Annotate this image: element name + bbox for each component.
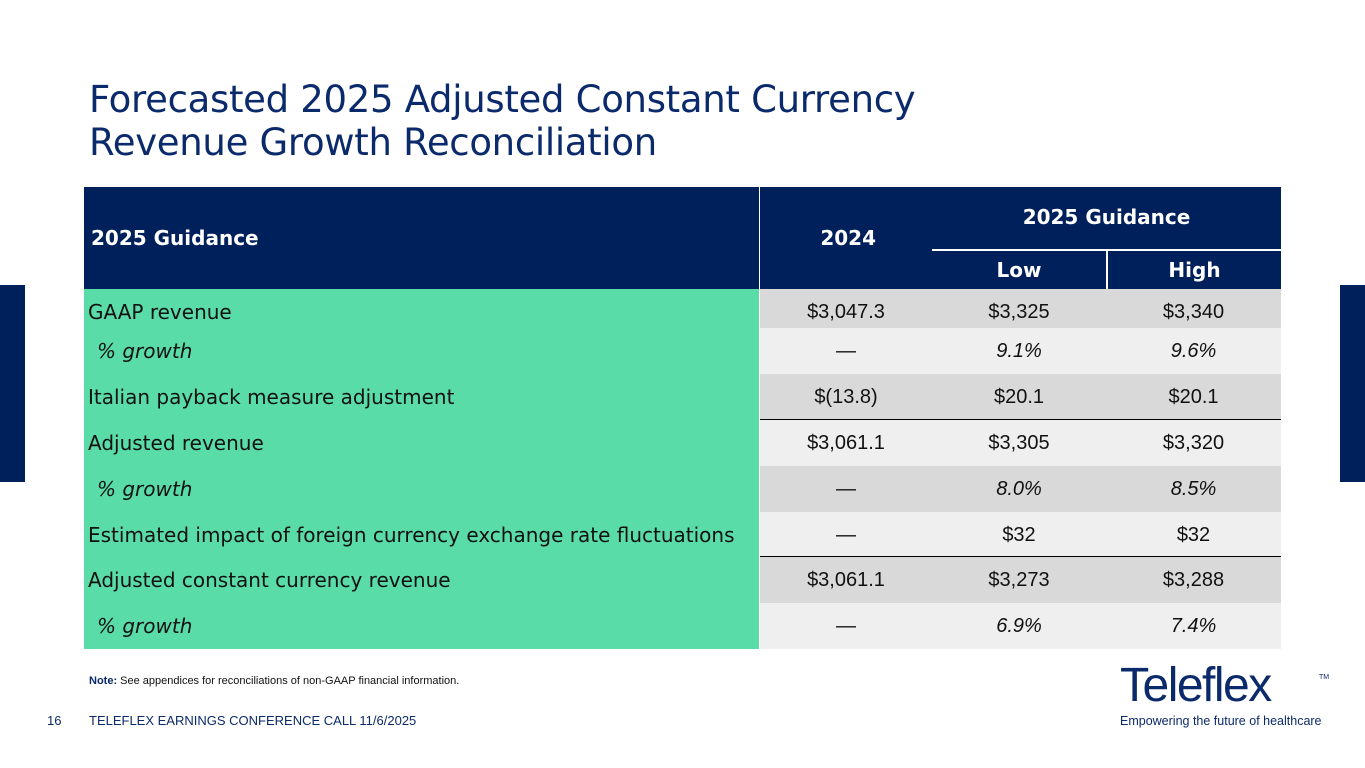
row-low-cell: 6.9%: [932, 603, 1106, 649]
row-high-value: 9.6%: [1170, 339, 1217, 362]
footnote-prefix: Note:: [89, 675, 118, 687]
row-separator: [760, 556, 1281, 557]
table-row: % growth — 8.0% 8.5%: [84, 466, 1281, 512]
row-low-value: $32: [1002, 523, 1036, 546]
table-row: Italian payback measure adjustment $(13.…: [84, 374, 1281, 420]
row-2024-cell: —: [760, 328, 932, 374]
row-low-cell: 9.1%: [932, 328, 1106, 374]
row-low-cell: $20.1: [932, 374, 1106, 420]
row-separator: [760, 419, 1281, 420]
row-2024-value: $3,061.1: [807, 431, 885, 454]
row-2024-cell: $3,061.1: [760, 420, 932, 466]
row-2024-value: —: [836, 339, 856, 362]
table-row: GAAP revenue $3,047.3 $3,325 $3,340: [84, 289, 1281, 335]
slide-title: Forecasted 2025 Adjusted Constant Curren…: [89, 78, 916, 164]
row-high-value: 8.5%: [1170, 477, 1217, 500]
row-low-value: $20.1: [993, 385, 1045, 408]
row-2024-value: $3,047.3: [807, 300, 885, 323]
table-row: Adjusted revenue $3,061.1 $3,305 $3,320: [84, 420, 1281, 466]
footnote: Note: See appendices for reconciliations…: [89, 675, 459, 687]
row-high-value: $32: [1176, 523, 1211, 546]
row-2024-value: —: [836, 523, 856, 546]
row-high-cell: $3,288: [1106, 557, 1281, 603]
row-high-value: $3,320: [1162, 431, 1225, 454]
row-high-value: 7.4%: [1170, 614, 1217, 637]
row-low-value: 6.9%: [996, 614, 1042, 637]
logo-wordmark: Teleflex: [1120, 659, 1272, 712]
row-label: Adjusted constant currency revenue: [88, 568, 451, 592]
row-high-cell: $3,320: [1106, 420, 1281, 466]
row-label-cell: Adjusted revenue: [84, 420, 759, 466]
row-low-value: 8.0%: [996, 477, 1042, 500]
title-line-2: Revenue Growth Reconciliation: [89, 121, 657, 164]
row-label-cell: % growth: [84, 603, 759, 649]
table-row: Estimated impact of foreign currency exc…: [84, 512, 1281, 558]
row-label: Italian payback measure adjustment: [88, 385, 455, 409]
header-2024: 2024: [820, 226, 876, 250]
left-accent-bar: [0, 285, 25, 482]
row-high-cell: $3,340: [1106, 289, 1281, 335]
row-low-cell: $32: [932, 512, 1106, 558]
header-low-cell: Low: [932, 251, 1106, 289]
header-label-cell: 2025 Guidance: [84, 187, 759, 289]
row-high-cell: 9.6%: [1106, 328, 1281, 374]
header-guidance-group-cell: 2025 Guidance: [932, 187, 1281, 249]
header-gap-fill: [760, 249, 932, 251]
row-2024-value: —: [836, 614, 856, 637]
row-label: % growth: [97, 339, 193, 363]
row-label-cell: Estimated impact of foreign currency exc…: [84, 512, 759, 558]
row-label-cell: Italian payback measure adjustment: [84, 374, 759, 420]
row-low-value: $3,305: [988, 431, 1050, 454]
row-label-cell: GAAP revenue: [84, 289, 759, 335]
row-2024-cell: $3,061.1: [760, 557, 932, 603]
row-2024-cell: —: [760, 512, 932, 558]
title-line-1: Forecasted 2025 Adjusted Constant Curren…: [89, 78, 916, 121]
footer-text: TELEFLEX EARNINGS CONFERENCE CALL 11/6/2…: [89, 713, 417, 728]
teleflex-logo: Teleflex TM Empowering the future of hea…: [1120, 662, 1330, 732]
footnote-text: See appendices for reconciliations of no…: [117, 675, 460, 687]
row-label-cell: % growth: [84, 466, 759, 512]
row-2024-cell: $(13.8): [760, 374, 932, 420]
row-label: Estimated impact of foreign currency exc…: [88, 523, 735, 547]
row-low-value: $3,273: [988, 568, 1050, 591]
table-row: % growth — 9.1% 9.6%: [84, 328, 1281, 374]
row-2024-cell: —: [760, 603, 932, 649]
row-low-cell: $3,325: [932, 289, 1106, 335]
row-2024-cell: —: [760, 466, 932, 512]
row-2024-value: $3,061.1: [807, 568, 885, 591]
row-low-cell: 8.0%: [932, 466, 1106, 512]
page-number: 16: [47, 713, 62, 728]
row-label: Adjusted revenue: [88, 431, 264, 455]
row-high-cell: 7.4%: [1106, 603, 1281, 649]
row-low-value: $3,325: [988, 300, 1050, 323]
row-2024-value: $(13.8): [814, 385, 878, 408]
row-label: GAAP revenue: [88, 300, 232, 324]
header-high-cell: High: [1108, 251, 1281, 289]
header-low: Low: [996, 258, 1042, 282]
row-low-cell: $3,273: [932, 557, 1106, 603]
table-row: Adjusted constant currency revenue $3,06…: [84, 557, 1281, 603]
right-accent-bar: [1340, 285, 1365, 482]
row-high-cell: 8.5%: [1106, 466, 1281, 512]
table-row: % growth — 6.9% 7.4%: [84, 603, 1281, 649]
header-2024-cell: 2024: [760, 187, 932, 289]
row-high-cell: $32: [1106, 512, 1281, 558]
row-2024-value: —: [836, 477, 856, 500]
row-high-value: $3,288: [1162, 568, 1225, 591]
logo-tagline: Empowering the future of healthcare: [1120, 714, 1322, 728]
header-high: High: [1168, 258, 1221, 282]
row-label-cell: Adjusted constant currency revenue: [84, 557, 759, 603]
row-label-cell: % growth: [84, 328, 759, 374]
header-label: 2025 Guidance: [91, 226, 259, 250]
row-2024-cell: $3,047.3: [760, 289, 932, 335]
row-label: % growth: [97, 477, 193, 501]
row-high-cell: $20.1: [1106, 374, 1281, 420]
row-high-value: $20.1: [1168, 385, 1219, 408]
row-low-cell: $3,305: [932, 420, 1106, 466]
logo-trademark: TM: [1319, 674, 1330, 681]
row-high-value: $3,340: [1162, 300, 1225, 323]
header-guidance-group: 2025 Guidance: [1022, 205, 1191, 229]
row-label: % growth: [97, 614, 193, 638]
row-low-value: 9.1%: [996, 339, 1042, 362]
